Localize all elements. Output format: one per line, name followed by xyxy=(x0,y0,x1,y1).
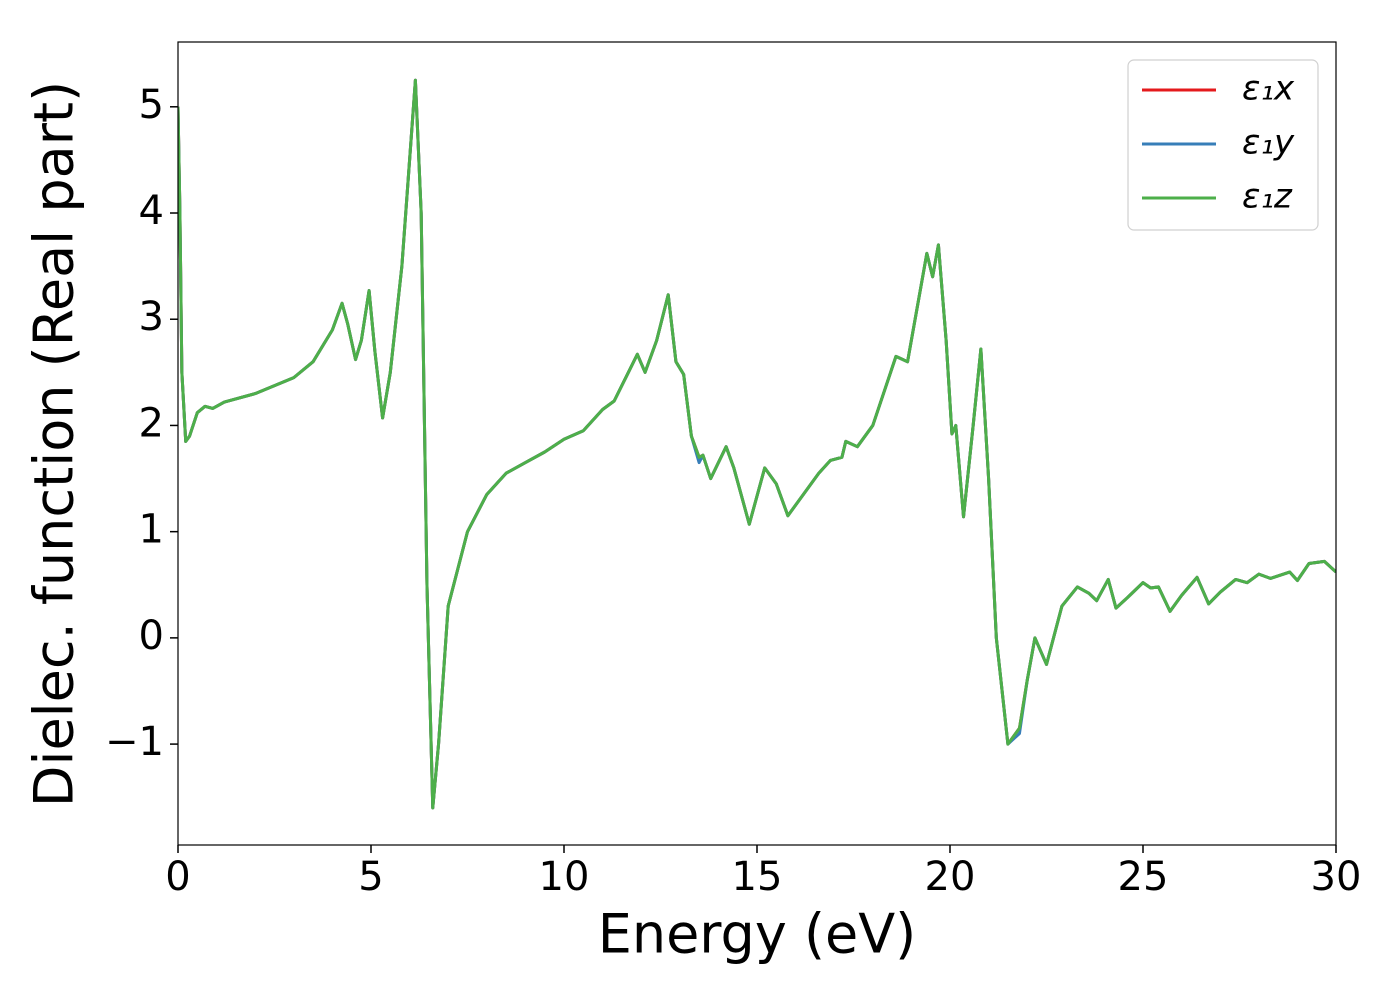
y-tick-label: 4 xyxy=(139,188,164,234)
x-tick-label: 10 xyxy=(539,854,590,900)
plot-frame xyxy=(177,41,1337,846)
x-tick-label: 5 xyxy=(358,854,383,900)
line-series xyxy=(178,78,1336,810)
x-tick-label: 25 xyxy=(1118,854,1169,900)
x-tick-label: 20 xyxy=(925,854,976,900)
y-tick-label: 3 xyxy=(139,294,164,340)
legend-label: ε₁x xyxy=(1242,69,1295,109)
x-tick-label: 0 xyxy=(165,854,190,900)
y-tick-label: 2 xyxy=(139,400,164,446)
legend-label: ε₁z xyxy=(1242,177,1293,217)
y-tick-label: 0 xyxy=(139,613,164,659)
x-tick-label: 30 xyxy=(1311,854,1362,900)
x-axis-label: Energy (eV) xyxy=(598,903,917,966)
y-axis-label: Dielec. function (Real part) xyxy=(23,81,86,807)
y-tick-label: 1 xyxy=(139,507,164,553)
y-tick-label: −1 xyxy=(105,719,164,765)
legend-box xyxy=(1127,59,1319,231)
y-tick-label: 5 xyxy=(139,82,164,128)
legend-label: ε₁y xyxy=(1242,123,1295,163)
x-tick-label: 15 xyxy=(732,854,783,900)
